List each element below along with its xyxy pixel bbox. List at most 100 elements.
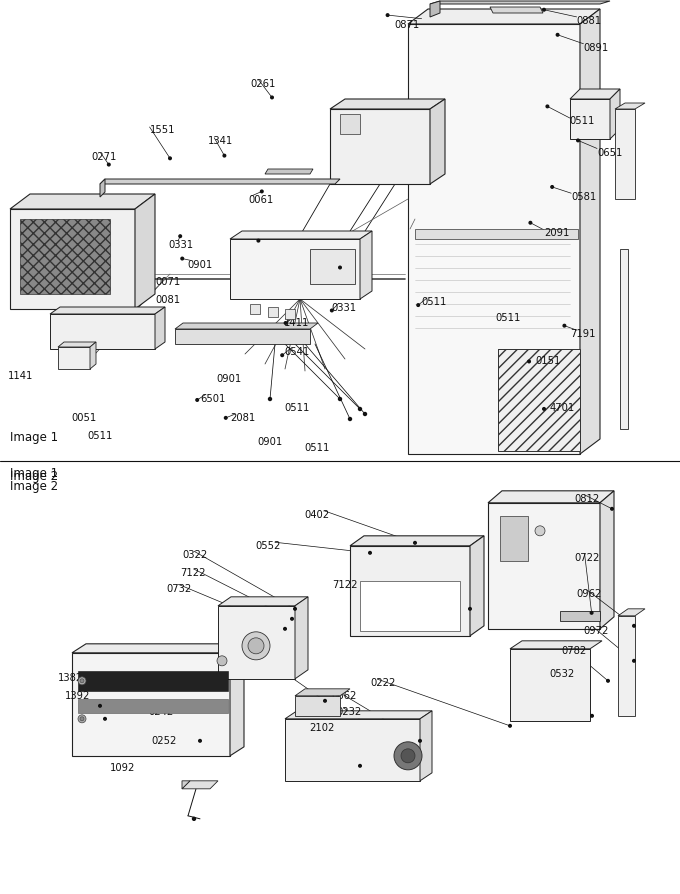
- Text: 0071: 0071: [155, 277, 180, 287]
- Text: 1551: 1551: [150, 125, 175, 135]
- Text: 0331: 0331: [332, 302, 357, 312]
- Polygon shape: [430, 2, 610, 5]
- Polygon shape: [218, 606, 295, 679]
- Circle shape: [535, 527, 545, 536]
- Text: 1141: 1141: [8, 371, 33, 381]
- Polygon shape: [615, 104, 645, 110]
- Text: 0812: 0812: [575, 493, 600, 503]
- Circle shape: [591, 714, 593, 717]
- Polygon shape: [10, 210, 135, 309]
- Text: 0511: 0511: [87, 431, 112, 441]
- Polygon shape: [310, 249, 355, 284]
- Circle shape: [563, 325, 566, 327]
- Polygon shape: [72, 654, 230, 756]
- Text: 0331: 0331: [169, 240, 194, 249]
- Circle shape: [269, 398, 271, 401]
- Text: 2091: 2091: [544, 228, 569, 238]
- Polygon shape: [72, 644, 244, 654]
- Polygon shape: [58, 348, 90, 369]
- Text: 0402: 0402: [305, 510, 330, 519]
- Polygon shape: [100, 180, 340, 185]
- Circle shape: [358, 408, 362, 411]
- Polygon shape: [570, 100, 610, 139]
- Text: 0511: 0511: [570, 116, 595, 126]
- Text: 0962: 0962: [577, 588, 602, 598]
- Polygon shape: [488, 492, 614, 503]
- Polygon shape: [295, 597, 308, 679]
- Circle shape: [413, 542, 416, 544]
- Polygon shape: [610, 90, 620, 139]
- Circle shape: [543, 10, 545, 12]
- Text: 1402: 1402: [223, 637, 248, 646]
- Text: 1392: 1392: [65, 690, 90, 700]
- Text: 0732: 0732: [167, 583, 192, 593]
- Text: 4701: 4701: [549, 402, 575, 412]
- Circle shape: [107, 164, 110, 166]
- Text: 0662: 0662: [332, 690, 357, 700]
- Polygon shape: [78, 671, 228, 691]
- Polygon shape: [620, 249, 628, 429]
- Circle shape: [611, 508, 613, 510]
- Polygon shape: [230, 240, 360, 299]
- Text: 0722: 0722: [575, 552, 600, 562]
- Polygon shape: [470, 536, 484, 637]
- Polygon shape: [430, 2, 440, 18]
- Polygon shape: [285, 309, 295, 320]
- Circle shape: [192, 817, 196, 821]
- Circle shape: [78, 677, 86, 685]
- Polygon shape: [182, 781, 190, 789]
- Polygon shape: [330, 110, 430, 185]
- Circle shape: [271, 97, 273, 99]
- Polygon shape: [10, 195, 155, 210]
- Circle shape: [223, 156, 226, 157]
- Circle shape: [339, 267, 341, 269]
- Text: Image 1: Image 1: [10, 430, 58, 443]
- Circle shape: [248, 638, 264, 654]
- Polygon shape: [498, 350, 580, 451]
- Polygon shape: [615, 110, 635, 199]
- Text: 7191: 7191: [570, 329, 595, 339]
- Polygon shape: [510, 641, 602, 649]
- Polygon shape: [490, 8, 543, 14]
- Polygon shape: [420, 711, 432, 781]
- Polygon shape: [295, 689, 350, 696]
- Text: 0151: 0151: [536, 356, 561, 366]
- Circle shape: [394, 742, 422, 770]
- Circle shape: [348, 418, 352, 421]
- Text: 7121: 7121: [345, 261, 371, 271]
- Text: 1382: 1382: [58, 672, 83, 682]
- Circle shape: [419, 739, 422, 742]
- Polygon shape: [430, 100, 445, 185]
- Circle shape: [607, 679, 609, 682]
- Circle shape: [169, 158, 171, 160]
- Circle shape: [294, 608, 296, 611]
- Polygon shape: [100, 180, 105, 198]
- Circle shape: [217, 656, 227, 666]
- Polygon shape: [182, 781, 218, 789]
- Text: 0581: 0581: [571, 192, 596, 202]
- Circle shape: [369, 552, 371, 554]
- Circle shape: [417, 305, 420, 307]
- Circle shape: [551, 187, 554, 189]
- Polygon shape: [360, 581, 460, 631]
- Circle shape: [196, 400, 199, 401]
- Circle shape: [339, 398, 341, 401]
- Polygon shape: [175, 330, 310, 344]
- Polygon shape: [408, 10, 600, 25]
- Text: 0222: 0222: [371, 678, 396, 687]
- Text: 0081: 0081: [155, 295, 180, 305]
- Text: 0061: 0061: [248, 195, 273, 205]
- Circle shape: [407, 752, 409, 755]
- Polygon shape: [230, 644, 244, 756]
- Text: 0242: 0242: [148, 706, 173, 716]
- Polygon shape: [265, 170, 313, 175]
- Text: 0552: 0552: [255, 541, 280, 551]
- Circle shape: [284, 628, 286, 630]
- Text: 0972: 0972: [583, 626, 609, 636]
- Polygon shape: [268, 308, 278, 317]
- Text: 7122: 7122: [332, 579, 357, 589]
- Text: 1341: 1341: [207, 136, 233, 146]
- Text: 1092: 1092: [110, 762, 135, 772]
- Circle shape: [529, 223, 532, 224]
- Text: 6501: 6501: [201, 393, 226, 403]
